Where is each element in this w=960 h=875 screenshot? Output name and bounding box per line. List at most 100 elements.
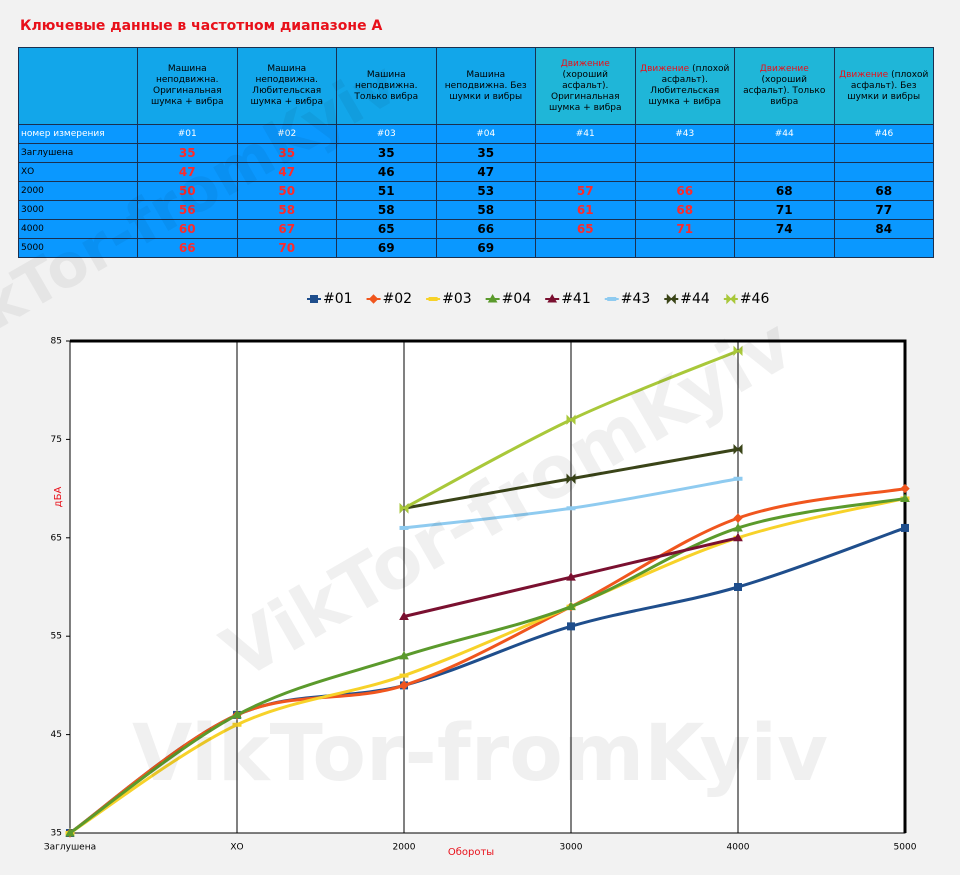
chart: дБА Обороты Заглушена ХО 2000 3000 4000 5000 3… <box>44 291 917 858</box>
value-cell: 65 <box>336 219 437 239</box>
value-cell: 84 <box>833 219 934 239</box>
header-cell: Машина неподвижна. Только вибра <box>336 47 437 125</box>
header-cell: Движение (хороший асфальт). Оригинальная… <box>535 47 636 125</box>
value-cell: 53 <box>435 181 536 201</box>
measurement-id: #44 <box>734 124 835 144</box>
measurement-id: #03 <box>336 124 437 144</box>
point-marker <box>566 414 576 425</box>
value-cell: 58 <box>236 200 337 220</box>
legend-marker <box>428 297 438 301</box>
legend-marker <box>607 297 617 301</box>
value-cell: 35 <box>236 143 337 163</box>
header-highlight: Движение <box>640 64 690 74</box>
value-cell: 47 <box>236 162 337 182</box>
value-cell: 66 <box>137 238 238 258</box>
point-marker <box>900 493 910 502</box>
header-text: (хороший асфальт). Только вибра <box>743 75 826 107</box>
value-cell <box>634 238 735 258</box>
measurement-id: #02 <box>236 124 337 144</box>
header-text: Машина неподвижна. Любительская шумка + … <box>250 64 324 107</box>
header-highlight: Движение <box>560 58 610 69</box>
legend-label: #41 <box>561 291 591 307</box>
value-cell: 58 <box>435 200 536 220</box>
id-row: номер измерения #01 #02 #03 #04 #41 #43 #44 #46 <box>18 124 934 144</box>
point-marker <box>733 345 743 357</box>
point-marker <box>567 622 575 631</box>
point-marker <box>566 506 576 511</box>
y-tick-label: 75 <box>51 435 62 445</box>
legend-marker <box>547 293 558 303</box>
value-cell <box>734 238 835 258</box>
value-cell: 60 <box>137 219 238 239</box>
value-cell: 50 <box>236 181 337 201</box>
y-tick-label: 85 <box>51 337 62 347</box>
legend-label: #44 <box>680 291 710 307</box>
data-row: 2000 50 50 51 53 57 66 68 68 <box>18 181 934 201</box>
data-row: 3000 56 58 58 58 61 68 71 77 <box>18 200 934 220</box>
legend: #01 #02 #03 #04 #41 #43 #44 #46 <box>307 291 769 307</box>
point-marker <box>399 673 409 678</box>
value-cell: 70 <box>236 238 337 258</box>
value-cell <box>833 143 934 163</box>
value-cell: 35 <box>435 143 536 163</box>
value-cell: 66 <box>435 219 536 239</box>
y-tick-label: 65 <box>51 533 62 543</box>
point-marker <box>734 583 742 591</box>
data-row: 5000 66 70 69 69 <box>18 238 934 258</box>
value-cell <box>535 143 636 163</box>
value-cell: 66 <box>634 181 735 201</box>
series-line <box>69 496 906 835</box>
value-cell: 50 <box>137 181 238 201</box>
page-title: Ключевые данные в частотном диапазоне А <box>20 18 383 34</box>
point-marker <box>399 680 409 691</box>
value-cell: 74 <box>734 219 835 239</box>
point-marker <box>566 572 576 581</box>
legend-marker <box>487 293 498 303</box>
point-marker <box>733 513 743 523</box>
value-cell: 68 <box>634 200 735 220</box>
point-marker <box>733 444 743 455</box>
y-tick-label: 55 <box>51 632 62 642</box>
y-tick-label: 35 <box>51 829 62 839</box>
data-row: ХО 47 47 46 47 <box>18 162 934 182</box>
legend-marker <box>310 295 318 303</box>
legend-label: #01 <box>323 291 353 307</box>
plot-area <box>70 341 905 833</box>
point-marker <box>900 483 910 494</box>
measurement-id: #01 <box>137 124 238 144</box>
value-cell: 35 <box>137 143 238 163</box>
value-cell: 46 <box>336 162 437 182</box>
row-label: Заглушена <box>18 143 138 163</box>
point-marker <box>733 476 743 481</box>
header-cell: Машина неподвижна. Оригинальная шумка + … <box>137 47 238 125</box>
row-label: номер измерения <box>18 124 138 144</box>
value-cell: 57 <box>535 181 636 201</box>
legend-label: #43 <box>621 291 651 307</box>
legend-marker <box>368 294 379 304</box>
header-text: (плохой асфальт). Без шумки и вибры <box>847 69 929 102</box>
value-cell <box>734 162 835 182</box>
x-tick-label: 4000 <box>727 843 750 853</box>
series-line <box>69 496 906 835</box>
value-cell: 71 <box>634 219 735 239</box>
x-tick-label: 3000 <box>560 843 583 853</box>
value-cell: 65 <box>535 219 636 239</box>
point-marker <box>232 709 242 719</box>
header-cell <box>18 47 138 125</box>
value-cell <box>535 162 636 182</box>
point-marker <box>65 827 75 837</box>
value-cell: 69 <box>336 238 437 258</box>
value-cell: 77 <box>833 200 934 220</box>
row-label: 4000 <box>18 219 138 239</box>
value-cell: 61 <box>535 200 636 220</box>
measurement-id: #41 <box>535 124 636 144</box>
value-cell: 47 <box>137 162 238 182</box>
header-text: (плохой асфальт). Любительская шумка + в… <box>648 64 730 107</box>
header-cell: Движение (хороший асфальт). Только вибра <box>734 47 835 125</box>
legend-label: #46 <box>740 291 770 307</box>
value-cell: 56 <box>137 200 238 220</box>
point-marker <box>399 611 409 621</box>
x-tick-label: 5000 <box>894 843 917 853</box>
x-tick-label: Заглушена <box>44 843 96 853</box>
